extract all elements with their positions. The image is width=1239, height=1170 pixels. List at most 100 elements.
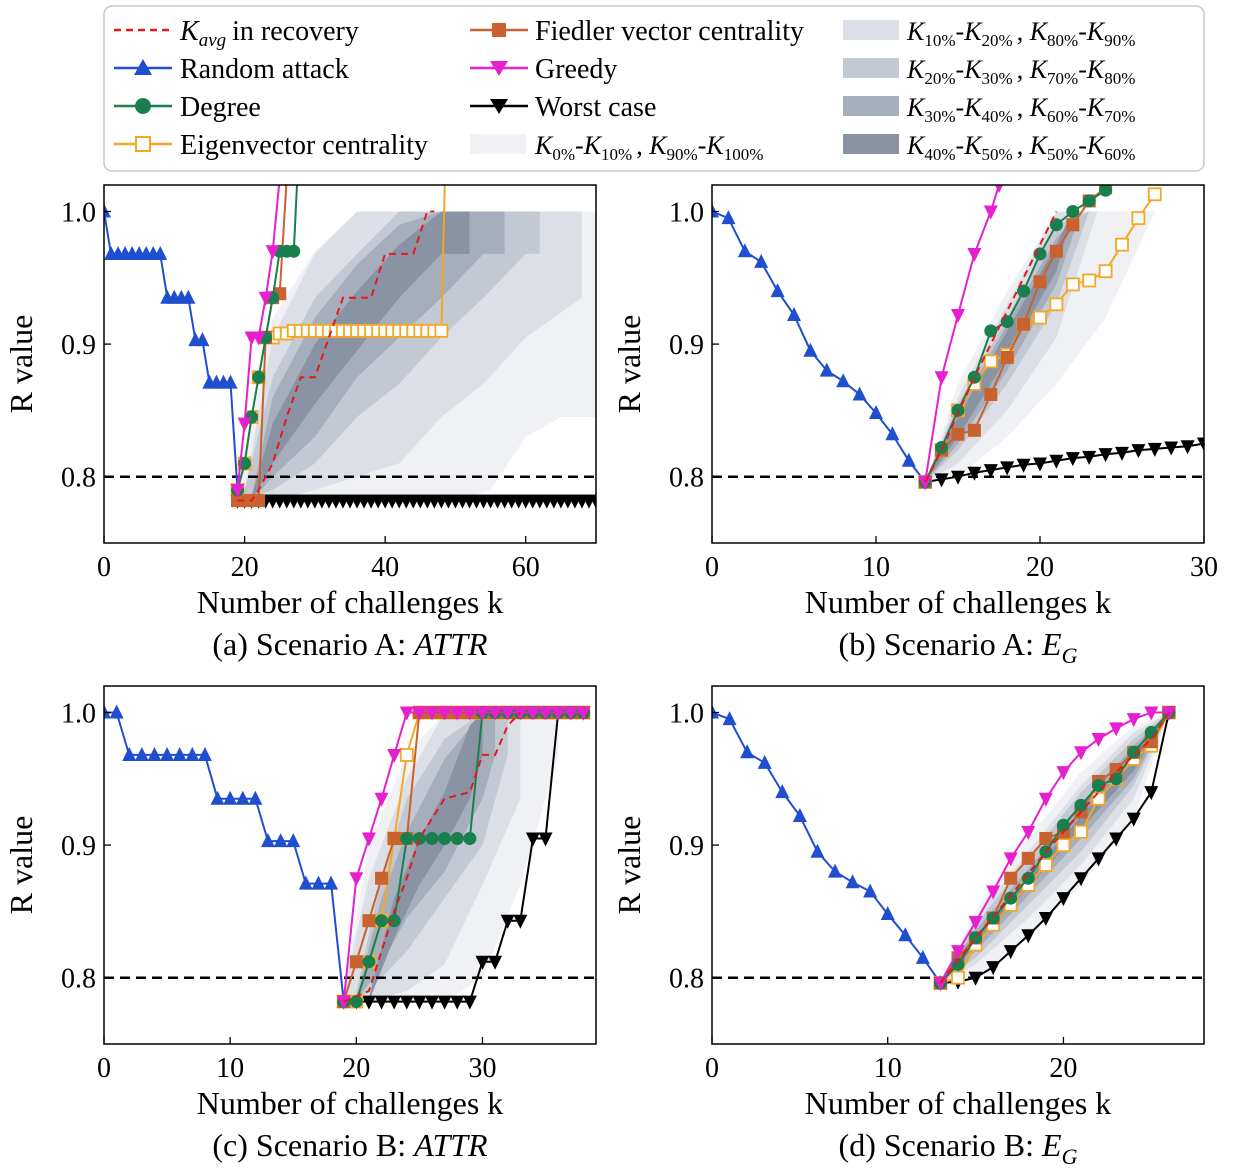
plot-area <box>712 704 1204 992</box>
point-random <box>109 704 124 719</box>
point-greedy <box>1038 792 1053 807</box>
point-eigen <box>1033 310 1047 325</box>
point-worst <box>1021 929 1036 944</box>
panel-d: 0 10 20 0.8 0.9 1.0 Number of challenges k R va… <box>611 685 1205 1169</box>
point-eigen <box>437 185 452 186</box>
point-random <box>210 790 225 805</box>
point-worst <box>1065 452 1080 467</box>
panel-caption: (c) Scenario B: ATTR <box>212 1127 488 1163</box>
point-greedy <box>230 483 245 498</box>
point-random <box>775 784 790 799</box>
point-degree <box>438 831 452 845</box>
point-greedy <box>265 245 280 260</box>
plot-area <box>104 172 596 509</box>
series-kavg <box>924 211 1058 483</box>
y-tick-label: 0.9 <box>61 831 96 862</box>
legend-band1-suffix: , K90%-K100% <box>636 131 763 164</box>
point-worst <box>387 995 402 1010</box>
point-degree <box>400 831 414 845</box>
point-worst <box>412 995 427 1010</box>
y-axis-label: R value <box>611 816 647 915</box>
point-degree <box>1066 205 1080 219</box>
point-greedy <box>538 706 553 721</box>
x-tick-label: 30 <box>468 1053 496 1084</box>
point-worst <box>1115 446 1129 461</box>
point-greedy <box>1091 733 1106 748</box>
point-worst <box>1091 852 1106 867</box>
point-eigen <box>1131 211 1146 226</box>
axes-frame <box>711 685 1205 1045</box>
point-greedy <box>933 977 948 992</box>
x-tick-label: 60 <box>512 552 540 583</box>
point-eigen <box>1115 237 1129 252</box>
series-kavg <box>237 210 435 502</box>
x-tick-label: 20 <box>1049 1053 1077 1084</box>
point-random <box>770 283 785 298</box>
point-random <box>836 373 851 388</box>
point-degree <box>1099 185 1113 197</box>
point-fiedler <box>1000 350 1014 364</box>
x-axis-label: Number of challenges k <box>197 584 504 620</box>
point-fiedler <box>1049 244 1063 258</box>
point-greedy <box>500 706 515 721</box>
point-worst <box>1038 912 1053 927</box>
point-worst <box>1098 448 1113 463</box>
point-degree <box>450 831 464 845</box>
point-random <box>722 711 737 726</box>
point-worst <box>1049 454 1064 469</box>
point-greedy <box>488 706 503 721</box>
panels: 0 20 40 60 0.8 0.9 1.0 Number of challenges k R … <box>3 172 1218 1169</box>
legend-band5-label: K40%-K50%, K50%-K60% <box>906 131 1135 164</box>
panel-caption: (a) Scenario A: ATTR <box>212 626 488 662</box>
band-band4 <box>251 211 505 501</box>
point-degree <box>1049 218 1063 232</box>
point-degree <box>362 955 376 969</box>
point-greedy <box>237 417 252 432</box>
point-random <box>787 306 801 321</box>
legend-band4-label: K30%-K40%, K60%-K70% <box>906 93 1135 126</box>
point-worst <box>1003 945 1018 960</box>
point-eigen <box>983 354 998 369</box>
panel-a: 0 20 40 60 0.8 0.9 1.0 Number of challenges k R … <box>3 172 597 662</box>
point-worst <box>488 955 503 970</box>
y-tick-label: 1.0 <box>669 699 704 730</box>
y-tick-label: 0.9 <box>669 330 704 361</box>
point-fiedler <box>1017 317 1031 331</box>
point-fiedler <box>951 427 965 441</box>
point-random <box>122 746 137 761</box>
point-greedy <box>951 945 965 960</box>
legend-random-marker <box>134 59 152 75</box>
point-greedy <box>968 916 983 931</box>
point-greedy <box>450 706 465 721</box>
x-tick-label: 0 <box>705 1053 719 1084</box>
legend-fiedler-label: Fiedler vector centrality <box>535 16 804 47</box>
point-eigen <box>399 748 414 762</box>
point-random <box>819 362 834 377</box>
band-band5 <box>368 712 483 1002</box>
point-random <box>195 332 210 347</box>
x-tick-label: 30 <box>1190 552 1218 583</box>
point-worst <box>967 466 982 481</box>
y-tick-label: 0.8 <box>61 463 96 494</box>
point-fiedler <box>375 871 389 885</box>
legend-greedy-label: Greedy <box>535 54 617 85</box>
point-random <box>885 426 900 441</box>
point-eigen <box>1038 858 1053 872</box>
point-fiedler <box>1033 275 1047 289</box>
panel-c: 0 10 20 30 0.8 0.9 1.0 Number of challenges k R … <box>3 685 597 1163</box>
point-random <box>880 906 895 921</box>
point-greedy <box>995 185 1003 193</box>
point-greedy <box>563 706 578 721</box>
point-greedy <box>951 308 965 323</box>
legend-kavg-label: Kavg in recovery <box>179 16 359 51</box>
point-greedy <box>361 832 376 847</box>
point-degree <box>291 172 304 185</box>
point-worst <box>513 914 528 929</box>
point-greedy <box>1144 706 1159 721</box>
point-degree <box>935 441 949 455</box>
point-random <box>737 243 752 258</box>
point-degree <box>463 831 477 845</box>
point-greedy <box>525 706 540 721</box>
point-random <box>845 874 860 889</box>
